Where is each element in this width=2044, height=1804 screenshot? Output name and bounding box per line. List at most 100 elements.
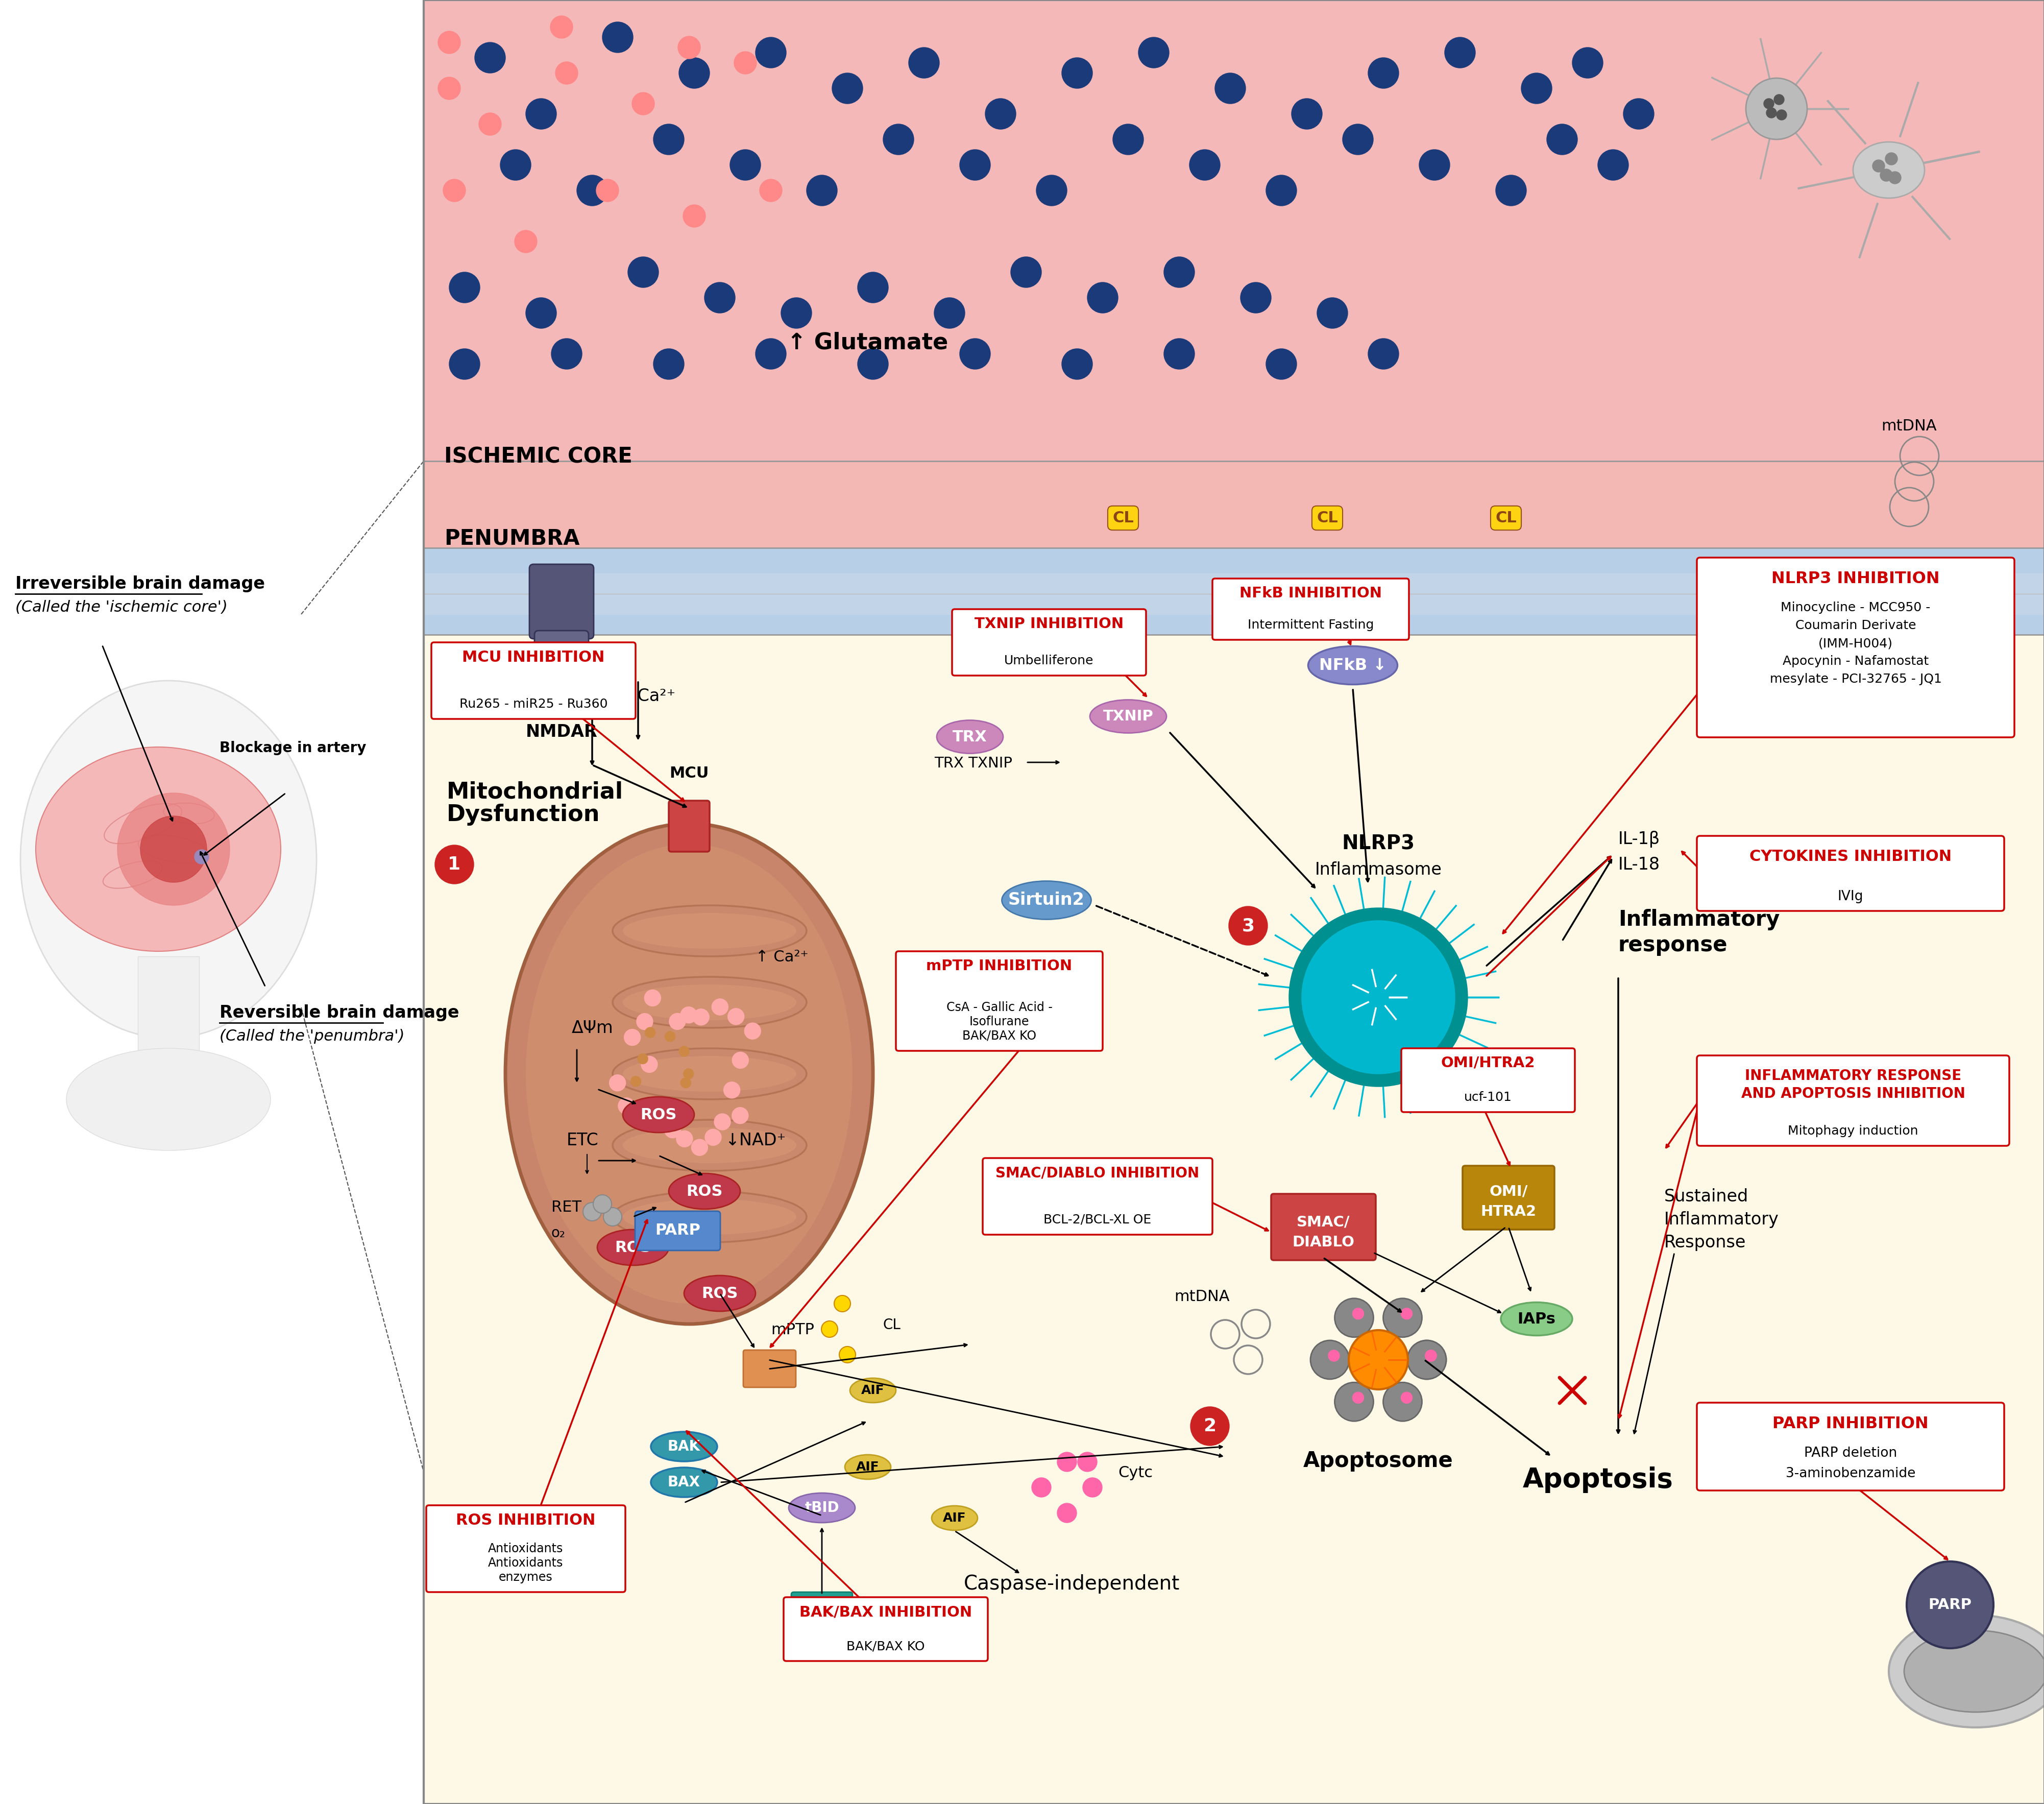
Circle shape xyxy=(1335,1382,1374,1422)
Circle shape xyxy=(1077,1452,1098,1472)
Text: OMI/: OMI/ xyxy=(1488,1183,1527,1198)
FancyBboxPatch shape xyxy=(1697,1055,2009,1146)
FancyBboxPatch shape xyxy=(425,1505,625,1593)
Text: AND APOPTOSIS INHIBITION: AND APOPTOSIS INHIBITION xyxy=(1741,1086,1964,1100)
Text: ↑ Glutamate: ↑ Glutamate xyxy=(787,332,948,354)
Text: INFLAMMATORY RESPONSE: INFLAMMATORY RESPONSE xyxy=(1744,1068,1960,1082)
Circle shape xyxy=(444,179,466,202)
Circle shape xyxy=(679,36,701,60)
Text: ↓NAD⁺: ↓NAD⁺ xyxy=(726,1133,785,1149)
Text: BID: BID xyxy=(807,1602,836,1616)
Circle shape xyxy=(628,256,658,287)
Circle shape xyxy=(1139,38,1169,69)
Text: AIF: AIF xyxy=(942,1512,967,1524)
Circle shape xyxy=(525,298,556,328)
Circle shape xyxy=(1367,1075,1376,1084)
Circle shape xyxy=(756,339,787,370)
Circle shape xyxy=(959,339,989,370)
Circle shape xyxy=(677,1131,693,1147)
Bar xyxy=(423,0,2044,1804)
Text: Intermittent Fasting: Intermittent Fasting xyxy=(1247,619,1374,631)
Circle shape xyxy=(435,844,474,884)
Text: Inflammatory: Inflammatory xyxy=(1664,1210,1778,1229)
Circle shape xyxy=(1302,954,1310,962)
Text: o₂: o₂ xyxy=(552,1227,566,1241)
Ellipse shape xyxy=(1500,1302,1572,1335)
Circle shape xyxy=(1228,906,1267,945)
Text: CYTOKINES INHIBITION: CYTOKINES INHIBITION xyxy=(1750,850,1952,864)
Text: ETC: ETC xyxy=(566,1133,599,1149)
Text: 2: 2 xyxy=(1204,1418,1216,1434)
Circle shape xyxy=(728,1008,744,1025)
Ellipse shape xyxy=(936,720,1004,754)
Circle shape xyxy=(724,1082,740,1099)
Circle shape xyxy=(1341,1070,1349,1077)
Ellipse shape xyxy=(623,1097,695,1133)
Circle shape xyxy=(1057,1452,1077,1472)
Circle shape xyxy=(1384,1382,1423,1422)
Circle shape xyxy=(1316,298,1347,328)
Circle shape xyxy=(636,1014,652,1030)
Circle shape xyxy=(1623,99,1654,130)
Circle shape xyxy=(679,58,709,88)
Text: CL: CL xyxy=(1316,511,1337,525)
Circle shape xyxy=(838,1346,854,1362)
Text: Dysfunction: Dysfunction xyxy=(446,805,601,826)
Text: PENUMBRA: PENUMBRA xyxy=(444,527,580,548)
Ellipse shape xyxy=(613,906,807,956)
Text: ROS: ROS xyxy=(701,1286,738,1301)
Text: 3-aminobenzamide: 3-aminobenzamide xyxy=(1784,1467,1915,1481)
Circle shape xyxy=(1265,175,1296,206)
Circle shape xyxy=(1419,150,1449,180)
Text: ROS: ROS xyxy=(687,1183,722,1198)
Circle shape xyxy=(1083,1477,1102,1497)
Ellipse shape xyxy=(613,976,807,1028)
Circle shape xyxy=(515,231,538,253)
Circle shape xyxy=(632,92,654,115)
Circle shape xyxy=(640,1100,650,1109)
Bar xyxy=(423,0,2044,462)
Circle shape xyxy=(1521,72,1551,103)
Text: TXNIP: TXNIP xyxy=(1102,709,1153,723)
Circle shape xyxy=(1774,94,1784,105)
Circle shape xyxy=(603,22,634,52)
Text: Caspase-independent: Caspase-independent xyxy=(965,1575,1179,1593)
Circle shape xyxy=(1439,942,1447,951)
Text: Apocynin - Nafamostat: Apocynin - Nafamostat xyxy=(1782,655,1927,667)
Circle shape xyxy=(644,1102,660,1118)
Text: PARP deletion: PARP deletion xyxy=(1803,1447,1897,1459)
Circle shape xyxy=(832,72,863,103)
Circle shape xyxy=(730,150,760,180)
Text: ROS: ROS xyxy=(640,1108,677,1122)
Circle shape xyxy=(1367,339,1398,370)
Circle shape xyxy=(654,124,685,155)
Ellipse shape xyxy=(623,1055,797,1091)
FancyBboxPatch shape xyxy=(983,1158,1212,1234)
Text: Umbelliferone: Umbelliferone xyxy=(1004,655,1094,667)
Circle shape xyxy=(1776,110,1786,121)
Circle shape xyxy=(1425,1349,1437,1362)
Circle shape xyxy=(959,150,989,180)
Circle shape xyxy=(1333,951,1425,1043)
Ellipse shape xyxy=(623,985,797,1021)
Circle shape xyxy=(1163,256,1194,287)
Circle shape xyxy=(744,1023,760,1039)
Circle shape xyxy=(141,815,206,882)
Circle shape xyxy=(683,1068,693,1079)
Ellipse shape xyxy=(623,1200,797,1234)
Circle shape xyxy=(1190,150,1220,180)
Text: mPTP: mPTP xyxy=(771,1322,814,1337)
Text: Irreversible brain damage: Irreversible brain damage xyxy=(14,575,266,592)
Circle shape xyxy=(552,339,583,370)
Text: Ru265 - miR25 - Ru360: Ru265 - miR25 - Ru360 xyxy=(460,698,607,711)
Circle shape xyxy=(807,175,836,206)
Circle shape xyxy=(1036,175,1067,206)
Circle shape xyxy=(550,16,572,38)
Circle shape xyxy=(1010,256,1040,287)
Circle shape xyxy=(734,52,756,74)
Text: DIABLO: DIABLO xyxy=(1292,1236,1353,1250)
FancyBboxPatch shape xyxy=(1400,1048,1574,1111)
Circle shape xyxy=(934,298,965,328)
Ellipse shape xyxy=(650,1432,717,1461)
Circle shape xyxy=(597,179,619,202)
